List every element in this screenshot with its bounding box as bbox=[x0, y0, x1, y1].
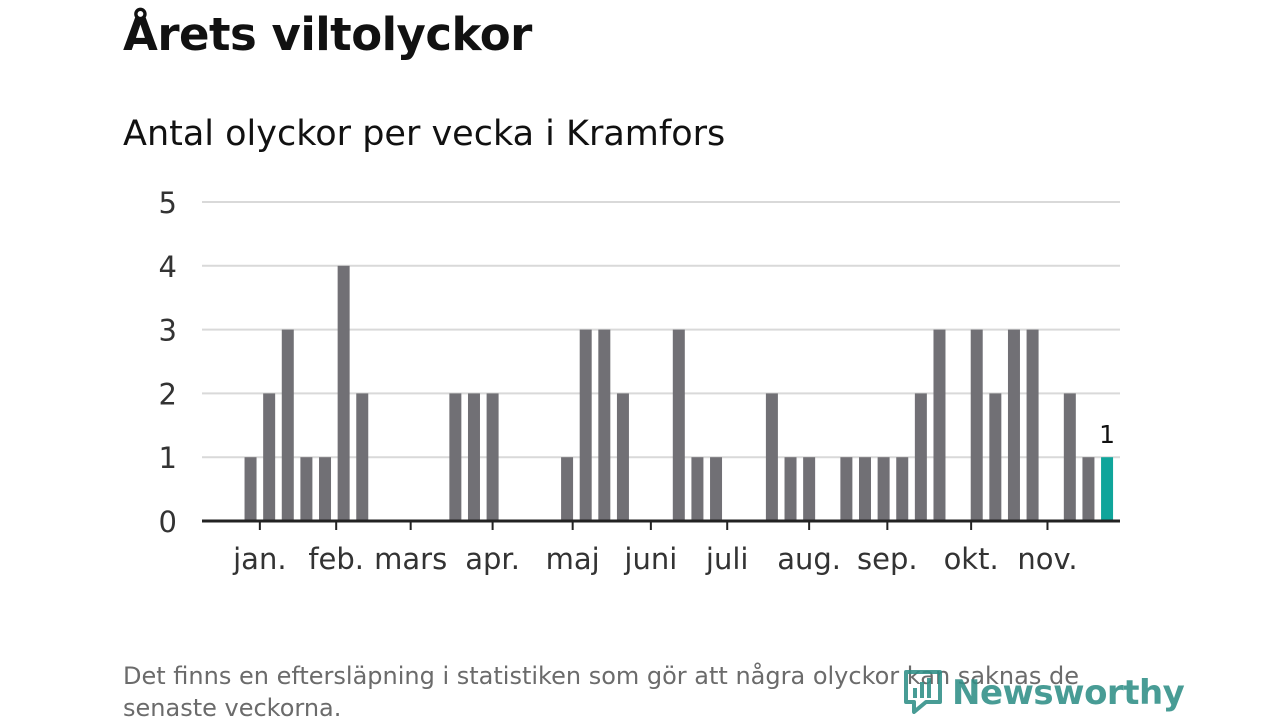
y-tick-label: 1 bbox=[159, 441, 177, 475]
bar bbox=[803, 457, 816, 521]
x-tick-label: nov. bbox=[1017, 542, 1077, 576]
data-label: 1 bbox=[1099, 420, 1115, 449]
x-tick-label: aug. bbox=[777, 542, 841, 576]
bar bbox=[672, 329, 685, 521]
bar bbox=[933, 329, 946, 521]
bar bbox=[300, 457, 313, 521]
y-axis-ticks: 0 1 2 3 4 5 bbox=[159, 186, 177, 539]
y-tick-label: 3 bbox=[159, 314, 177, 348]
bar bbox=[263, 393, 276, 521]
newsworthy-logo-icon bbox=[902, 668, 944, 718]
x-tick-label: apr. bbox=[465, 542, 520, 576]
bar bbox=[970, 329, 983, 521]
bar bbox=[914, 393, 927, 521]
y-tick-label: 4 bbox=[159, 250, 177, 284]
page-title: Årets viltolyckor bbox=[123, 8, 532, 61]
bar bbox=[877, 457, 890, 521]
x-tick-label: okt. bbox=[944, 542, 999, 576]
gridlines bbox=[202, 201, 1120, 459]
bar bbox=[449, 393, 462, 521]
bar bbox=[616, 393, 629, 521]
bar bbox=[691, 457, 704, 521]
bar bbox=[784, 457, 797, 521]
x-tick-label: feb. bbox=[308, 542, 364, 576]
bar bbox=[1063, 393, 1076, 521]
highlighted-bar bbox=[1101, 457, 1114, 521]
x-axis-ticks: jan. feb. mars apr. maj juni juli aug. sep. okt. n… bbox=[232, 521, 1078, 576]
y-tick-label: 2 bbox=[159, 377, 177, 411]
bar bbox=[579, 329, 592, 521]
bar bbox=[859, 457, 871, 521]
bar bbox=[561, 457, 574, 521]
y-tick-label: 0 bbox=[159, 505, 177, 539]
bar bbox=[337, 265, 350, 521]
y-tick-label: 5 bbox=[159, 186, 177, 220]
bars bbox=[244, 265, 1114, 521]
x-tick-label: juli bbox=[705, 542, 749, 576]
x-tick-label: mars bbox=[374, 542, 447, 576]
x-tick-label: juni bbox=[623, 542, 677, 576]
brand-name: Newsworthy bbox=[952, 673, 1185, 713]
bar bbox=[989, 393, 1002, 521]
bar bbox=[765, 393, 778, 521]
bar bbox=[281, 329, 294, 521]
x-tick-label: jan. bbox=[232, 542, 286, 576]
footnote: Det finns en eftersläpning i statistiken… bbox=[123, 662, 1079, 722]
data-labels: 1 bbox=[1099, 420, 1115, 449]
bar bbox=[1082, 457, 1095, 521]
x-tick-label: maj bbox=[546, 542, 600, 576]
bar bbox=[710, 457, 723, 521]
bar bbox=[244, 457, 257, 521]
bar bbox=[598, 329, 611, 521]
chart-subtitle: Antal olyckor per vecka i Kramfors bbox=[123, 114, 726, 154]
bar bbox=[319, 457, 332, 521]
brand-logo: Newsworthy bbox=[902, 668, 1185, 718]
x-tick-label: sep. bbox=[857, 542, 918, 576]
bar bbox=[356, 393, 369, 521]
bar bbox=[840, 457, 853, 521]
bar bbox=[896, 457, 909, 521]
bar bbox=[467, 393, 480, 521]
bar bbox=[1007, 329, 1020, 521]
bar bbox=[1026, 329, 1039, 521]
bar-chart: 0 1 2 3 4 5 jan. feb. mars apr. maj juni juli aug. se… bbox=[159, 186, 1120, 576]
bar bbox=[486, 393, 499, 521]
